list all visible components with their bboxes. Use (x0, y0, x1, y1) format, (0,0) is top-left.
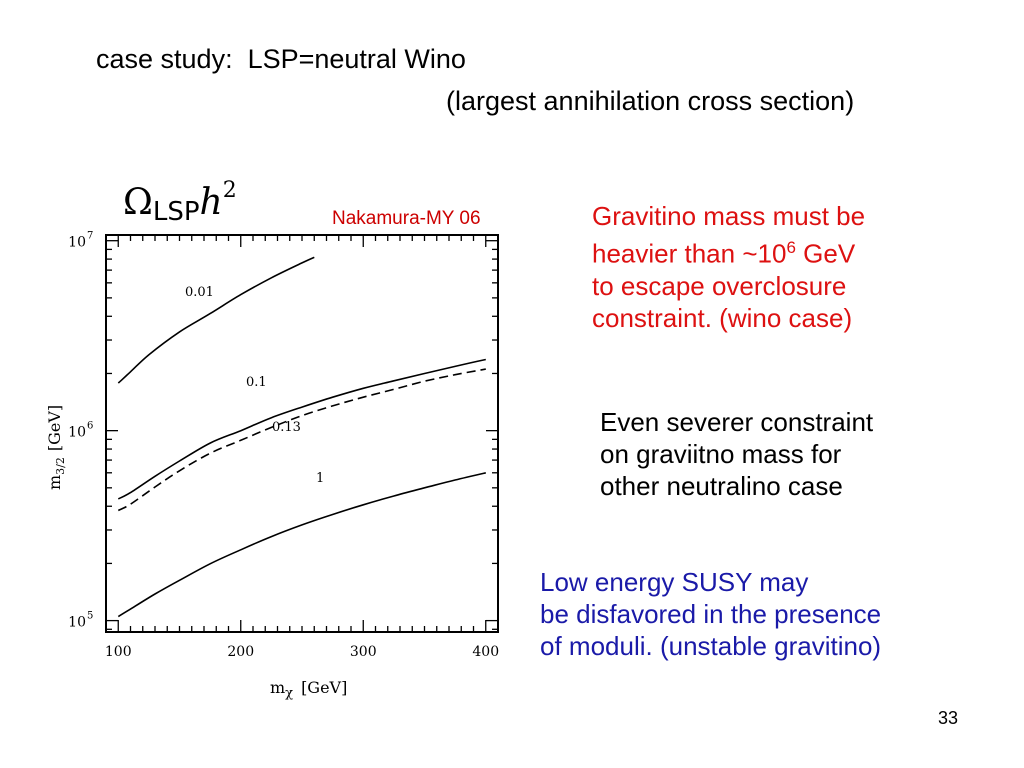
y-tick-label-exponent: 6 (87, 421, 93, 432)
y-tick-label: 10 (68, 615, 86, 631)
red-line-2-pre: heavier than ~10 (592, 238, 787, 269)
omega-lsp-h2-label: ΩLSPh2 (123, 178, 237, 227)
x-tick-label: 300 (350, 644, 377, 660)
series-label-1: 1 (316, 471, 324, 486)
y-tick-label-exponent: 7 (87, 231, 93, 242)
omega-h: h (199, 182, 223, 223)
black-line-3: other neutralino case (600, 471, 843, 501)
blue-line-2: be disfavored in the presence (540, 599, 882, 629)
x-tick-label: 200 (227, 644, 254, 660)
blue-line-1: Low energy SUSY may (540, 567, 809, 597)
series-label-0-01: 0.01 (185, 285, 214, 300)
x-axis-label: mχ [GeV] (270, 678, 347, 701)
omega-symbol: Ω (123, 182, 153, 223)
series-line-0-01 (117, 256, 315, 384)
y-tick-label: 10 (68, 425, 86, 441)
red-line-1: Gravitino mass must be (592, 201, 866, 231)
red-line-3: to escape overclosure (592, 270, 847, 301)
omega-subscript: LSP (152, 197, 200, 227)
y-axis-label: m3/2[GeV] (45, 405, 67, 490)
red-line-4: constraint. (wino case) (592, 302, 853, 333)
series-line-1 (117, 472, 486, 618)
red-line-2-post: GeV (795, 238, 856, 269)
reference-label: Nakamura-MY 06 (332, 208, 481, 229)
blue-line-3: of moduli. (unstable gravitino) (540, 631, 882, 661)
black-line-2: on graviitno mass for (600, 439, 842, 469)
x-tick-label: 400 (472, 644, 499, 660)
series-line-0-1 (117, 358, 486, 500)
omega-power: 2 (222, 178, 237, 203)
page-number: 33 (938, 708, 959, 728)
black-line-1: Even severer constraint (600, 407, 874, 437)
severer-constraint-text: Even severer constraint on graviitno mas… (600, 406, 873, 502)
series-line-0-13 (117, 368, 486, 512)
plot-frame (105, 234, 499, 633)
red-line-2-sup: 6 (786, 238, 796, 257)
series-label-0-1: 0.1 (246, 375, 267, 390)
low-energy-susy-text: Low energy SUSY may be disfavored in the… (540, 566, 881, 662)
series-label-0-13: 0.13 (272, 420, 301, 435)
red-line-2: heavier than ~106 GeV (592, 232, 865, 270)
slide-title-line2: (largest annihilation cross section) (446, 86, 855, 116)
y-tick-label-exponent: 5 (87, 611, 93, 622)
y-tick-label: 10 (68, 235, 86, 251)
gravitino-constraint-text: Gravitino mass must be heavier than ~106… (592, 200, 865, 334)
x-tick-label: 100 (105, 644, 132, 660)
slide-title-line1: case study: LSP=neutral Wino (96, 44, 466, 74)
